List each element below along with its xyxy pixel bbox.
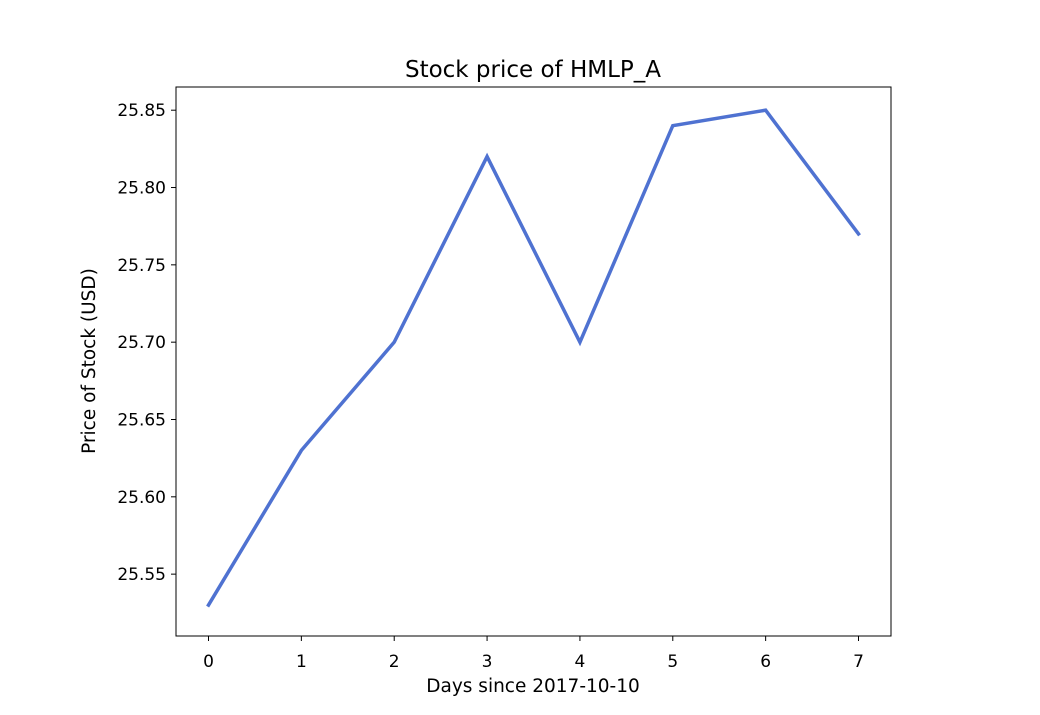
y-tick-label: 25.80 — [117, 179, 166, 199]
y-tick-label: 25.55 — [117, 565, 166, 585]
x-tick-label: 2 — [389, 652, 400, 672]
plot-frame — [175, 86, 892, 637]
x-tick-label: 7 — [853, 652, 864, 672]
x-tick-label: 3 — [482, 652, 493, 672]
x-tick-label: 5 — [667, 652, 678, 672]
x-axis: 0 1 2 3 4 5 6 7 — [203, 636, 864, 672]
series-line-0 — [206, 108, 861, 608]
x-axis-label: Days since 2017-10-10 — [426, 676, 640, 697]
y-tick-label: 25.60 — [117, 488, 166, 508]
x-tick-label: 0 — [203, 652, 214, 672]
y-tick-label: 25.65 — [117, 410, 166, 430]
x-tick-label: 1 — [296, 652, 307, 672]
y-tick-label: 25.75 — [117, 256, 166, 276]
chart-title: Stock price of HMLP_A — [405, 57, 661, 83]
x-tick-label: 6 — [760, 652, 771, 672]
y-axis-label: Price of Stock (USD) — [79, 268, 100, 454]
y-tick-label: 25.85 — [117, 101, 166, 121]
x-tick-label: 4 — [575, 652, 586, 672]
y-axis: 25.55 25.60 25.65 25.70 25.75 25.80 25.85 — [117, 101, 176, 585]
y-tick-label: 25.70 — [117, 333, 166, 353]
plot-area — [206, 108, 861, 608]
